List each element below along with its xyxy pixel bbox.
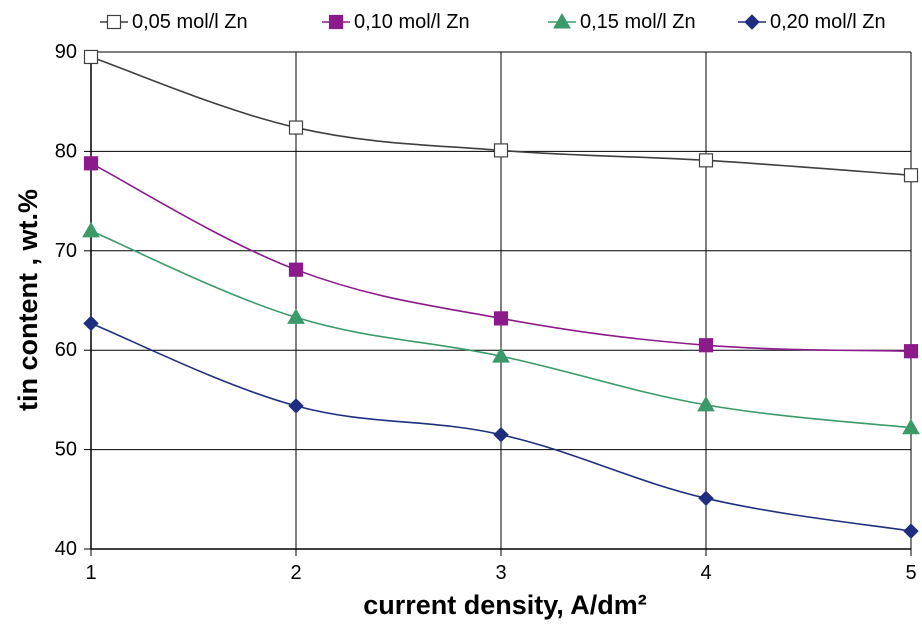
legend-item-4: 0,20 mol/l Zn <box>738 11 886 33</box>
data-point <box>698 338 714 353</box>
x-tick-label: 2 <box>290 562 301 584</box>
legend-marker <box>328 14 344 30</box>
data-point <box>288 262 304 277</box>
data-point <box>83 156 99 171</box>
y-tick-label: 80 <box>55 140 77 162</box>
y-tick-label: 70 <box>55 240 77 262</box>
data-point <box>493 426 509 443</box>
axes <box>84 51 912 556</box>
y-tick-label: 40 <box>55 538 77 560</box>
legend-item-3: 0,15 mol/l Zn <box>548 11 696 33</box>
data-point <box>902 418 920 435</box>
data-point <box>903 523 919 539</box>
legend-item-1: 0,05 mol/l Zn <box>100 11 248 33</box>
x-axis-title: current density, A/dm² <box>363 590 647 620</box>
legend-label: 0,15 mol/l Zn <box>580 11 696 33</box>
series-4 <box>83 315 919 539</box>
tick-labels: 40 50 60 70 80 90 1 2 3 4 5 <box>55 41 917 584</box>
grid <box>90 51 912 550</box>
x-tick-label: 5 <box>905 562 916 584</box>
data-point <box>83 315 99 332</box>
y-tick-label: 90 <box>55 41 77 63</box>
y-tick-label: 60 <box>55 339 77 361</box>
y-tick-label: 50 <box>55 439 77 461</box>
data-point <box>903 168 919 183</box>
data-point <box>288 398 304 414</box>
data-point <box>288 120 304 135</box>
y-axis-title: tin content , wt.% <box>13 189 43 411</box>
data-point <box>493 311 509 326</box>
series-3 <box>82 221 920 435</box>
x-tick-label: 3 <box>495 562 506 584</box>
data-point <box>82 221 100 238</box>
data-point <box>493 143 509 158</box>
data-point <box>698 153 714 168</box>
series-1 <box>83 49 919 183</box>
data-point <box>83 49 99 65</box>
data-point <box>287 308 305 324</box>
x-tick-label: 4 <box>700 562 711 584</box>
legend-label: 0,05 mol/l Zn <box>132 11 248 33</box>
legend-item-2: 0,10 mol/l Zn <box>322 11 470 33</box>
data-point <box>903 344 919 359</box>
legend-label: 0,20 mol/l Zn <box>770 11 886 33</box>
legend-marker <box>106 14 122 30</box>
series-group <box>82 49 920 539</box>
data-point <box>698 490 714 507</box>
x-tick-label: 1 <box>85 562 96 584</box>
legend-label: 0,10 mol/l Zn <box>354 11 470 33</box>
legend: 0,05 mol/l Zn 0,10 mol/l Zn 0,15 mol/l Zn 0… <box>100 11 886 33</box>
data-point <box>697 395 715 412</box>
data-point <box>492 347 510 363</box>
series-2 <box>83 156 919 359</box>
legend-marker <box>744 14 760 30</box>
legend-marker <box>553 12 571 29</box>
